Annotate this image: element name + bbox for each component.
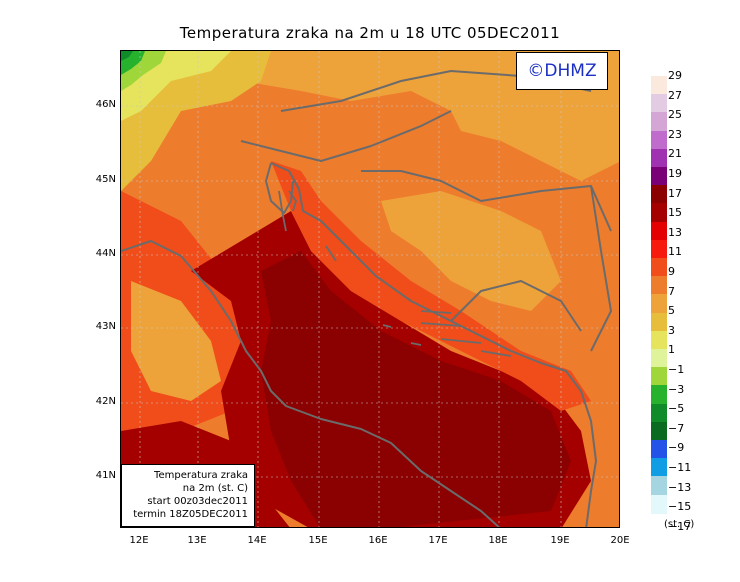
legend-swatch	[651, 440, 667, 459]
legend-label: 1	[668, 343, 675, 357]
island-cres	[278, 190, 287, 232]
temperature-map[interactable]	[120, 50, 620, 528]
legend-swatch	[651, 385, 667, 405]
island-krk	[288, 190, 297, 212]
lat-label-43n: 43N	[95, 321, 116, 332]
border-serbia	[590, 185, 612, 352]
legend-swatch	[651, 148, 667, 168]
legend-swatch	[651, 203, 667, 223]
legend-swatch	[651, 330, 667, 350]
legend-label: 25	[668, 108, 682, 122]
island-lastovo	[410, 342, 422, 346]
lat-label-42n: 42N	[95, 396, 116, 407]
lon-label-19e: 19E	[550, 535, 570, 546]
lat-label-41n: 41N	[95, 470, 116, 481]
legend-unit: (st. C)	[664, 519, 695, 530]
cold-zone-alps-deep	[121, 51, 133, 61]
legend-label: 11	[668, 245, 682, 259]
legend-label: 23	[668, 127, 682, 141]
legend-label: 9	[668, 265, 675, 278]
island-pag	[325, 245, 337, 262]
legend-label: −3	[668, 382, 685, 396]
info-line-3: start 00z03dec2011	[147, 496, 248, 507]
legend-label: −11	[668, 461, 692, 474]
legend-swatch	[651, 258, 667, 277]
legend-swatch	[651, 458, 667, 478]
legend-label: −13	[668, 480, 692, 494]
legend-swatch	[651, 239, 667, 259]
legend-swatch	[651, 312, 667, 332]
legend-label: 19	[668, 167, 682, 180]
island-hvar	[420, 322, 462, 327]
legend-swatch	[651, 421, 667, 441]
border-slovenia-croatia	[240, 110, 452, 162]
border-bosnia-south	[450, 280, 582, 332]
lat-label-46n: 46N	[95, 99, 116, 110]
legend-label: 7	[668, 284, 675, 298]
legend-swatch	[651, 294, 667, 314]
istria	[265, 162, 294, 214]
legend-swatch	[651, 349, 667, 368]
legend-swatch	[651, 185, 667, 205]
lon-label-12e: 12E	[129, 535, 149, 546]
legend-swatch	[651, 76, 667, 95]
info-line-4: termin 18Z05DEC2011	[133, 509, 248, 520]
info-line-2: na 2m (st. C)	[182, 483, 248, 494]
legend-label: 3	[668, 323, 675, 337]
legend-swatch	[651, 221, 667, 241]
legend-swatch	[651, 367, 667, 387]
lon-label-20e: 20E	[610, 535, 630, 546]
legend-label: 29	[668, 69, 682, 82]
island-mljet	[480, 350, 512, 357]
legend-label: −9	[668, 441, 685, 455]
lat-label-45n: 45N	[95, 174, 116, 185]
lon-label-18e: 18E	[488, 535, 508, 546]
lon-label-17e: 17E	[428, 535, 448, 546]
legend-label: 5	[668, 304, 675, 318]
legend-swatch	[651, 94, 667, 114]
legend-swatch	[651, 403, 667, 423]
lon-label-16e: 16E	[368, 535, 388, 546]
legend-swatch	[651, 112, 667, 132]
legend-label: 15	[668, 206, 682, 220]
legend-swatch	[651, 276, 667, 296]
legend-label: −5	[668, 402, 685, 416]
island-brac	[420, 310, 452, 314]
legend-label: 17	[668, 186, 682, 200]
legend-label: −7	[668, 421, 685, 435]
legend-label: −17	[668, 519, 692, 533]
legend-swatch	[651, 494, 667, 514]
legend-swatch	[651, 167, 667, 186]
legend-swatch	[651, 130, 667, 150]
temperature-zone-adriatic-core	[261, 251, 571, 527]
lon-label-15e: 15E	[308, 535, 328, 546]
dhmz-logo: ©DHMZ	[516, 52, 608, 90]
temperature-zone-dinaric	[381, 191, 561, 311]
legend-swatch	[651, 476, 667, 496]
legend-label: 21	[668, 147, 682, 161]
lat-label-44n: 44N	[95, 248, 116, 259]
legend-label: −15	[668, 500, 692, 514]
info-line-1: Temperatura zraka	[154, 470, 248, 481]
lon-label-14e: 14E	[247, 535, 267, 546]
legend-label: 13	[668, 225, 682, 239]
italy-coastline	[121, 240, 501, 527]
temperature-zone-northeast	[441, 91, 619, 181]
temperature-zone-italy-inner	[131, 281, 221, 401]
island-korcula	[440, 338, 482, 344]
legend-label: −1	[668, 363, 685, 376]
lon-label-13e: 13E	[187, 535, 207, 546]
info-box: Temperatura zraka na 2m (st. C) start 00…	[121, 464, 255, 527]
island-vis	[382, 324, 392, 328]
temperature-zone-coast	[271, 161, 591, 411]
legend-label: 27	[668, 88, 682, 102]
map-title: Temperatura zraka na 2m u 18 UTC 05DEC20…	[179, 24, 561, 42]
